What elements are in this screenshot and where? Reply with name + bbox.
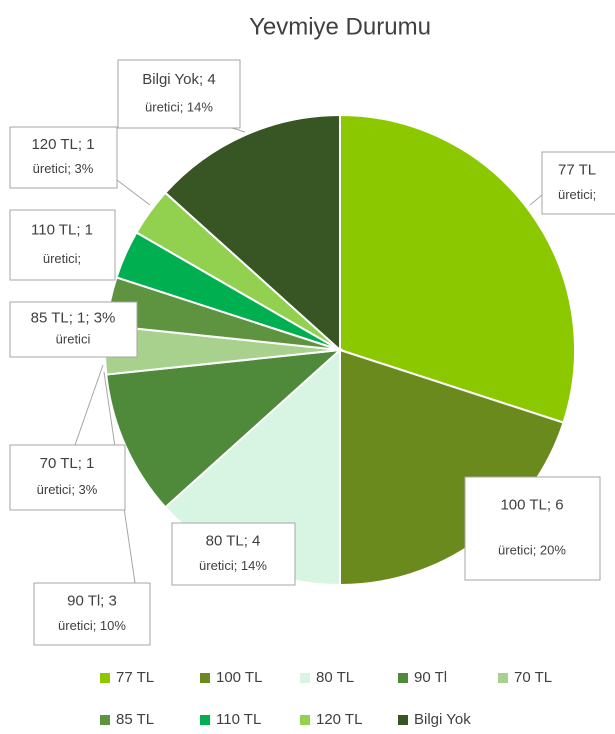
label-box xyxy=(33,582,151,646)
data-label: 85 TL; 1; 3% xyxy=(31,310,116,327)
pie-slice xyxy=(163,113,341,353)
pie-slice xyxy=(339,113,576,424)
data-label: üretici; 14% xyxy=(145,99,213,114)
legend-swatch xyxy=(300,673,310,683)
label-box xyxy=(464,476,601,581)
legend-label: 90 Tl xyxy=(414,669,447,686)
label-box xyxy=(171,522,296,586)
data-label: üretici; xyxy=(43,251,81,266)
data-label: Bilgi Yok; 4 xyxy=(142,71,215,88)
data-label: 77 TL xyxy=(558,161,596,178)
legend-swatch xyxy=(300,715,310,725)
data-label: 80 TL; 4 xyxy=(206,532,261,549)
leader-line xyxy=(231,127,246,133)
leader-line xyxy=(74,364,104,446)
legend-label: 120 TL xyxy=(316,711,362,728)
legend-swatch xyxy=(100,673,110,683)
leader-line xyxy=(116,179,151,206)
data-label: 70 TL; 1 xyxy=(40,455,95,472)
label-box xyxy=(9,126,118,189)
data-label: üretici; xyxy=(558,187,596,202)
legend-swatch xyxy=(100,715,110,725)
chart-title: Yevmiye Durumu xyxy=(249,13,431,40)
legend-label: 110 TL xyxy=(216,711,261,728)
label-box xyxy=(9,301,138,358)
legend-label: 77 TL xyxy=(116,669,154,686)
data-label: 100 TL; 6 xyxy=(500,497,563,514)
legend-label: 85 TL xyxy=(116,711,154,728)
data-label: üretici xyxy=(56,332,91,347)
data-label: üretici; 10% xyxy=(58,618,126,633)
label-box xyxy=(117,59,241,129)
leader-line xyxy=(529,194,543,206)
data-label: 90 Tl; 3 xyxy=(67,592,117,609)
legend-label: 100 TL xyxy=(216,669,262,686)
label-box xyxy=(9,209,116,281)
legend-swatch xyxy=(398,673,408,683)
label-box xyxy=(541,151,615,215)
data-label: üretici; 14% xyxy=(199,558,267,573)
legend-label: Bilgi Yok xyxy=(414,711,471,728)
data-label: 110 TL; 1 xyxy=(31,221,93,238)
legend-label: 70 TL xyxy=(514,669,552,686)
label-box xyxy=(9,444,126,511)
data-label: üretici; 20% xyxy=(498,543,566,558)
data-label: 120 TL; 1 xyxy=(31,136,94,153)
legend-swatch xyxy=(398,715,408,725)
legend-swatch xyxy=(200,673,210,683)
legend-swatch xyxy=(498,673,508,683)
data-label: üretici; 3% xyxy=(33,161,94,176)
legend-swatch xyxy=(200,715,210,725)
legend-label: 80 TL xyxy=(316,669,354,686)
data-label: üretici; 3% xyxy=(37,482,98,497)
